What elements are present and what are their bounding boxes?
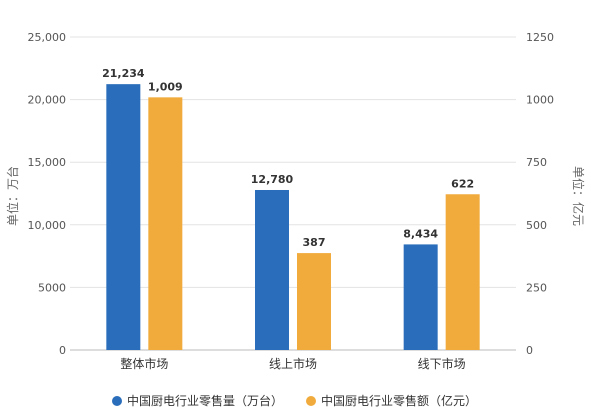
- bar-sales-volume: [106, 84, 141, 350]
- left-tick-label: 25,000: [28, 31, 67, 44]
- legend: 中国厨电行业零售量（万台） 中国厨电行业零售额（亿元）: [112, 393, 477, 408]
- bar-sales-volume: [255, 189, 289, 350]
- data-label: 8,434: [403, 227, 438, 240]
- bar-sales-revenue: [445, 194, 480, 350]
- data-label: 622: [451, 177, 474, 190]
- left-tick-label: 0: [59, 344, 66, 357]
- left-tick-label: 20,000: [28, 94, 67, 107]
- gridlines: [70, 36, 516, 351]
- right-axis-ticks: 0 250 500 750 1000 1250: [526, 31, 554, 357]
- bar-sales-volume: [403, 244, 438, 350]
- legend-label-sales-revenue: 中国厨电行业零售额（亿元）: [321, 393, 477, 408]
- right-tick-label: 750: [526, 156, 547, 169]
- left-tick-label: 10,000: [28, 219, 67, 232]
- category-labels: 整体市场 线上市场 线下市场: [120, 356, 465, 371]
- bar-sales-revenue: [297, 253, 331, 350]
- category-label: 整体市场: [120, 356, 168, 371]
- bar-sales-revenue: [148, 97, 183, 350]
- right-tick-label: 500: [526, 219, 547, 232]
- legend-marker-sales-volume: [112, 396, 122, 406]
- legend-label-sales-volume: 中国厨电行业零售量（万台）: [127, 393, 283, 408]
- right-tick-label: 0: [526, 344, 533, 357]
- legend-marker-sales-revenue: [306, 396, 316, 406]
- right-tick-label: 250: [526, 281, 547, 294]
- category-label: 线下市场: [418, 356, 466, 371]
- left-axis-ticks: 0 5000 10,000 15,000 20,000 25,000: [28, 31, 67, 357]
- left-tick-label: 5000: [38, 281, 66, 294]
- right-tick-label: 1250: [526, 31, 554, 44]
- data-label: 12,780: [251, 173, 294, 186]
- data-label: 1,009: [148, 80, 183, 93]
- data-label: 21,234: [102, 67, 145, 80]
- data-label: 387: [303, 236, 326, 249]
- right-axis-title: 单位：亿元: [571, 166, 586, 226]
- category-label: 线上市场: [269, 356, 317, 371]
- right-tick-label: 1000: [526, 94, 554, 107]
- left-axis-title: 单位：万台: [5, 166, 20, 226]
- left-tick-label: 15,000: [28, 156, 67, 169]
